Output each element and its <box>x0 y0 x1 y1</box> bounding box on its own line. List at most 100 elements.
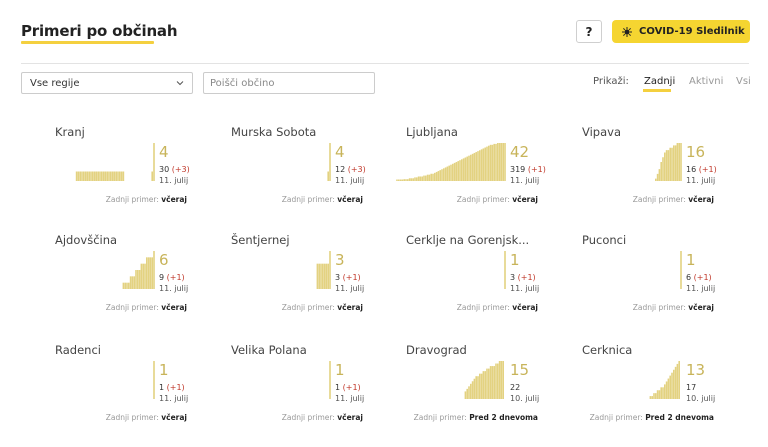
sparkline-chart <box>396 143 506 181</box>
last-case: Zadnji primer: včeraj <box>282 413 363 422</box>
sparkline-bar <box>399 179 402 181</box>
sparkline-bar <box>667 150 670 182</box>
sparkline-bar <box>651 396 653 399</box>
covid-tracker-label: COVID-19 Sledilnik <box>639 26 745 37</box>
sparkline-bar <box>316 263 319 289</box>
municipality-name: Ajdovščina <box>55 233 118 247</box>
cases-delta: (+1) <box>164 383 185 392</box>
sparkline-bar <box>655 178 657 182</box>
sparkline-bar <box>504 251 506 289</box>
last-case-label: Zadnji primer: <box>105 195 162 204</box>
last-case: Zadnji primer: Pred 2 dnevoma <box>414 413 538 422</box>
case-date: 11. julij <box>335 284 365 293</box>
total-cases-value: 16 <box>686 165 697 174</box>
last-case: Zadnji primer: včeraj <box>457 195 538 204</box>
sparkline-bar <box>500 361 503 399</box>
municipality-card[interactable]: Velika Polana 1 1 (+1) 11. julij Zadnji prim… <box>231 343 391 433</box>
sparkline-bar <box>129 276 132 289</box>
cases-delta: (+1) <box>515 273 536 282</box>
sparkline-bar <box>493 143 495 181</box>
sparkline-bar <box>665 150 668 182</box>
sparkline-chart <box>329 361 331 399</box>
total-cases-value: 22 <box>510 383 521 392</box>
help-button[interactable]: ? <box>576 20 602 43</box>
show-option-zadnji[interactable]: Zadnji <box>644 76 676 87</box>
sparkline-bar <box>434 172 436 181</box>
municipality-card[interactable]: Radenci 1 1 (+1) 11. julij Zadnji primer: vč… <box>55 343 215 433</box>
active-option-underline <box>643 89 671 92</box>
active-cases-value: 6 <box>159 251 169 269</box>
total-cases-value: 3 <box>335 273 341 282</box>
case-date: 11. julij <box>686 176 716 185</box>
municipality-name: Cerklje na Gorenjsk... <box>406 233 530 247</box>
show-option-aktivni[interactable]: Aktivni <box>689 76 724 87</box>
case-date: 11. julij <box>335 394 365 403</box>
last-case: Zadnji primer: Pred 2 dnevoma <box>590 413 714 422</box>
sparkline-bar <box>498 361 501 399</box>
municipality-card[interactable]: Kranj 4 30 (+3) 11. julij Zadnji primer: vče… <box>55 125 215 215</box>
sparkline-bar <box>414 177 416 181</box>
sparkline-bar <box>491 366 494 399</box>
municipality-card[interactable]: Puconci 1 6 (+1) 11. julij Zadnji primer: vč… <box>582 233 742 323</box>
sparkline-bar <box>493 366 495 399</box>
header: Primeri po občinah <box>21 22 178 44</box>
show-option-vsi[interactable]: Vsi <box>736 76 751 87</box>
cases-delta: (+1) <box>525 165 546 174</box>
sparkline-bar <box>655 393 657 399</box>
sparkline-bar <box>660 162 662 181</box>
municipality-card[interactable]: Vipava 16 16 (+1) 11. julij Zadnji primer: v… <box>582 125 742 215</box>
region-select[interactable]: Vse regije <box>21 72 193 94</box>
municipality-card[interactable]: Murska Sobota 4 12 (+3) 11. julij Zadnji pri… <box>231 125 391 215</box>
municipality-name: Kranj <box>55 125 85 139</box>
sparkline-bar <box>81 171 83 181</box>
sparkline-chart <box>316 251 331 289</box>
sparkline-bar <box>660 387 662 399</box>
sparkline-bar <box>86 171 89 181</box>
sparkline-bar <box>108 171 110 181</box>
sparkline-bar <box>502 361 504 399</box>
cases-delta: (+3) <box>345 165 366 174</box>
last-case-value: včeraj <box>688 195 714 204</box>
sparkline-bar <box>84 171 87 181</box>
active-cases-value: 13 <box>686 361 706 379</box>
sparkline-bar <box>133 276 135 289</box>
municipality-name: Velika Polana <box>231 343 307 357</box>
sparkline-bar <box>662 157 664 181</box>
sparkline-bar <box>665 381 668 399</box>
sparkline-bar <box>495 143 497 181</box>
municipality-card[interactable]: Dravograd 15 22 10. julij Zadnji primer: Pre… <box>406 343 566 433</box>
last-case: Zadnji primer: včeraj <box>633 303 714 312</box>
sparkline-bar <box>479 373 481 399</box>
total-cases: 16 (+1) <box>686 165 717 174</box>
case-date: 11. julij <box>159 394 189 403</box>
sparkline-bar <box>323 263 326 289</box>
municipality-card[interactable]: Cerklje na Gorenjsk... 1 3 (+1) 11. julij Za… <box>406 233 566 323</box>
sparkline-bar <box>101 171 103 181</box>
sparkline-bar <box>480 373 483 399</box>
sparkline-bar <box>75 171 78 181</box>
sparkline-bar <box>497 363 499 399</box>
covid-tracker-button[interactable]: COVID-19 Sledilnik <box>612 20 750 43</box>
sparkline-bar <box>500 143 503 181</box>
municipality-card[interactable]: Šentjernej 3 3 (+1) 11. julij Zadnji primer:… <box>231 233 391 323</box>
sparkline-bar <box>678 361 680 399</box>
sparkline-bar <box>453 162 456 181</box>
last-case-value: Pred 2 dnevoma <box>469 413 538 422</box>
sparkline-bar <box>423 175 425 181</box>
sparkline-bar <box>128 282 130 289</box>
cases-delta: (+1) <box>696 165 717 174</box>
sparkline-bar <box>471 381 474 399</box>
sparkline-bar <box>674 145 677 182</box>
last-case-value: včeraj <box>161 303 187 312</box>
municipality-card[interactable]: Cerknica 13 17 10. julij Zadnji primer: Pred… <box>582 343 742 433</box>
active-cases-value: 1 <box>159 361 169 379</box>
total-cases: 3 (+1) <box>510 273 536 282</box>
total-cases: 1 (+1) <box>159 383 185 392</box>
sparkline-bar <box>153 361 155 399</box>
municipality-card[interactable]: Ajdovščina 6 9 (+1) 11. julij Zadnji primer:… <box>55 233 215 323</box>
municipality-card[interactable]: Ljubljana 42 319 (+1) 11. julij Zadnji prime… <box>396 125 566 215</box>
sparkline-bar <box>676 143 679 181</box>
sparkline-bar <box>421 176 423 181</box>
search-input[interactable]: Poišči občino <box>203 72 375 94</box>
sparkline-bar <box>656 390 659 399</box>
